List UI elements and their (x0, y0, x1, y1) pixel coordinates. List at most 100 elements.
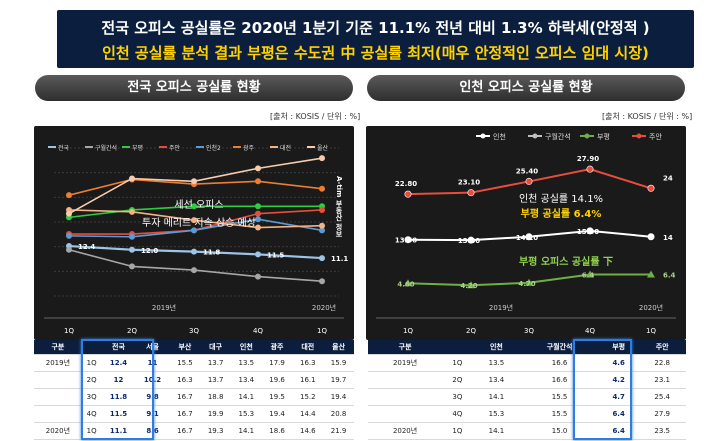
left-table-cell: 11.5 (101, 405, 136, 423)
left-chart: 전국 구월간석 부평 주안 인천2 광주 대전 울산 12.4 12.0 11.8 11.5 11.1… (44, 144, 348, 335)
left-table-cell: 15.3 (230, 405, 262, 423)
right-data-label: 13.50 (395, 237, 417, 245)
right-table-header-cell: 구월간석 (520, 340, 599, 355)
left-table-cell: 19.3 (200, 422, 231, 440)
left-table-row: 2020년 1Q 11.1 8.6 16.7 19.3 14.1 18.6 14.6 21.9 (34, 422, 354, 440)
right-data-point (404, 279, 412, 287)
left-table-cell: 10.2 (135, 371, 170, 389)
left-table-cell: 8.6 (135, 422, 170, 440)
left-tick-label: 1Q (64, 327, 74, 335)
left-table-cell: 19.6 (261, 371, 293, 389)
right-data-point (404, 190, 412, 198)
right-data-label: 23.10 (458, 179, 480, 187)
right-tick-label: 3Q (524, 327, 534, 335)
right-legend-marker (636, 133, 642, 139)
right-legend-marker (584, 133, 590, 139)
left-table-cell: 1Q (81, 422, 102, 440)
left-table-cell: 13.5 (230, 354, 262, 372)
left-table-header-cell: 부산 (169, 340, 201, 355)
right-legend-label: 인천 (493, 132, 506, 141)
right-tick-label: 4Q (585, 327, 595, 335)
right-data-label: 4.20 (460, 282, 477, 290)
right-table-header-cell (442, 340, 473, 355)
left-data-point (319, 155, 325, 162)
left-table-cell: 16.3 (292, 354, 324, 372)
right-annotation-2: 부평 공실률 6.4% (521, 207, 602, 220)
left-data-point (191, 248, 197, 255)
left-table-cell: 14.4 (292, 405, 324, 423)
left-table-cell: 18.8 (200, 388, 231, 406)
left-table-cell: 19.7 (323, 371, 354, 389)
left-table-cell: 14.6 (292, 422, 324, 440)
right-data-point (586, 227, 594, 235)
right-table-cell: 16.6 (520, 371, 599, 389)
right-annotation-1: 인천 공실률 14.1% (519, 193, 603, 205)
left-data-label: 11.1 (331, 255, 348, 263)
left-data-label: 11.5 (267, 251, 284, 259)
left-table-header-cell: 대구 (200, 340, 231, 355)
left-legend-label: 울산 (317, 144, 329, 152)
left-year-label: 2020년 (312, 303, 336, 312)
left-annotation-1: 세선 오피스 (174, 199, 223, 211)
left-data-label: 12.0 (141, 247, 158, 255)
watermark: A-tim 부동산 정보 (335, 176, 343, 238)
left-table-cell: 11.8 (101, 388, 136, 406)
right-table-cell: 4.7 (598, 388, 639, 406)
left-table-cell: 2020년 (34, 422, 82, 440)
right-year-label: 2020년 (639, 303, 663, 312)
header-line2: 인천 공실률 분석 결과 부평은 수도권 中 공실률 최저(매우 안정적인 오피… (102, 44, 649, 62)
left-table-header-cell: 전국 (101, 340, 136, 355)
left-data-point (129, 233, 135, 240)
left-table-cell: 14.1 (230, 422, 262, 440)
right-tick-label: 1Q (403, 327, 413, 335)
left-table-cell: 12 (101, 371, 136, 389)
left-table-cell: 11 (135, 354, 170, 372)
left-legend-label: 인천2 (206, 144, 221, 152)
right-table-row: 2Q 13.4 16.6 4.2 23.1 (368, 371, 686, 389)
right-data-point (525, 278, 533, 286)
left-year-label: 2019년 (152, 303, 176, 312)
left-table-cell: 16.7 (169, 422, 201, 440)
left-data-point (129, 208, 135, 215)
left-legend-label: 광주 (243, 145, 255, 152)
right-annotation-3: 부평 오피스 공실률 下 (519, 255, 613, 268)
right-table-cell (368, 388, 443, 406)
right-table-cell (368, 405, 443, 423)
right-data-label: 24 (663, 174, 673, 182)
right-tick-label: 1Q (646, 327, 656, 335)
right-data-point (525, 177, 533, 185)
left-data-point (319, 222, 325, 229)
right-table-cell: 3Q (442, 388, 473, 406)
right-table-cell: 4Q (442, 405, 473, 423)
right-table-cell: 13.5 (472, 354, 521, 372)
left-table-cell: 16.3 (169, 371, 201, 389)
left-data-point (66, 192, 72, 199)
right-chart-panel: 인천 구월간석 부평 주안 13.50 13.40 14.10 15.30 14 4.60 4.2… (366, 126, 686, 340)
left-table-row: 2Q 12 10.2 16.3 13.7 13.4 19.6 16.1 19.7 (34, 371, 354, 389)
left-table-cell: 17.9 (261, 354, 293, 372)
right-data-point (586, 270, 594, 278)
right-data-point (647, 233, 655, 241)
left-table-cell: 16.1 (292, 371, 324, 389)
left-table-cell: 1Q (81, 354, 102, 372)
left-legend-label: 대전 (280, 144, 291, 152)
right-table-cell (368, 371, 443, 389)
left-table-cell: 16.7 (169, 388, 201, 406)
left-data-label: 12.4 (78, 243, 95, 251)
left-data-point (191, 267, 197, 274)
right-data-point (467, 236, 475, 244)
left-data-point (191, 217, 197, 224)
right-data-label: 6.4 (582, 271, 595, 279)
right-table-row: 4Q 15.3 15.5 6.4 27.9 (368, 405, 686, 423)
left-table-header-cell: 서울 (135, 340, 170, 355)
left-annotation-2: 투자 메리트 지속 상승 예상 (142, 217, 256, 229)
left-table-cell: 2019년 (34, 354, 82, 372)
left-table: 구분 전국 서울 부산 대구 인천 광주 대전 울산 2019년 1Q 12.4 11 15.5 13.7… (34, 340, 354, 440)
right-table-cell: 2019년 (368, 354, 443, 372)
right-legend-label: 주안 (649, 132, 662, 141)
left-table-header-cell: 울산 (323, 340, 354, 355)
left-tick-label: 4Q (253, 327, 263, 335)
right-table-header-cell: 인천 (472, 340, 521, 355)
right-data-label: 14 (663, 234, 673, 242)
right-table-cell: 1Q (442, 354, 473, 372)
